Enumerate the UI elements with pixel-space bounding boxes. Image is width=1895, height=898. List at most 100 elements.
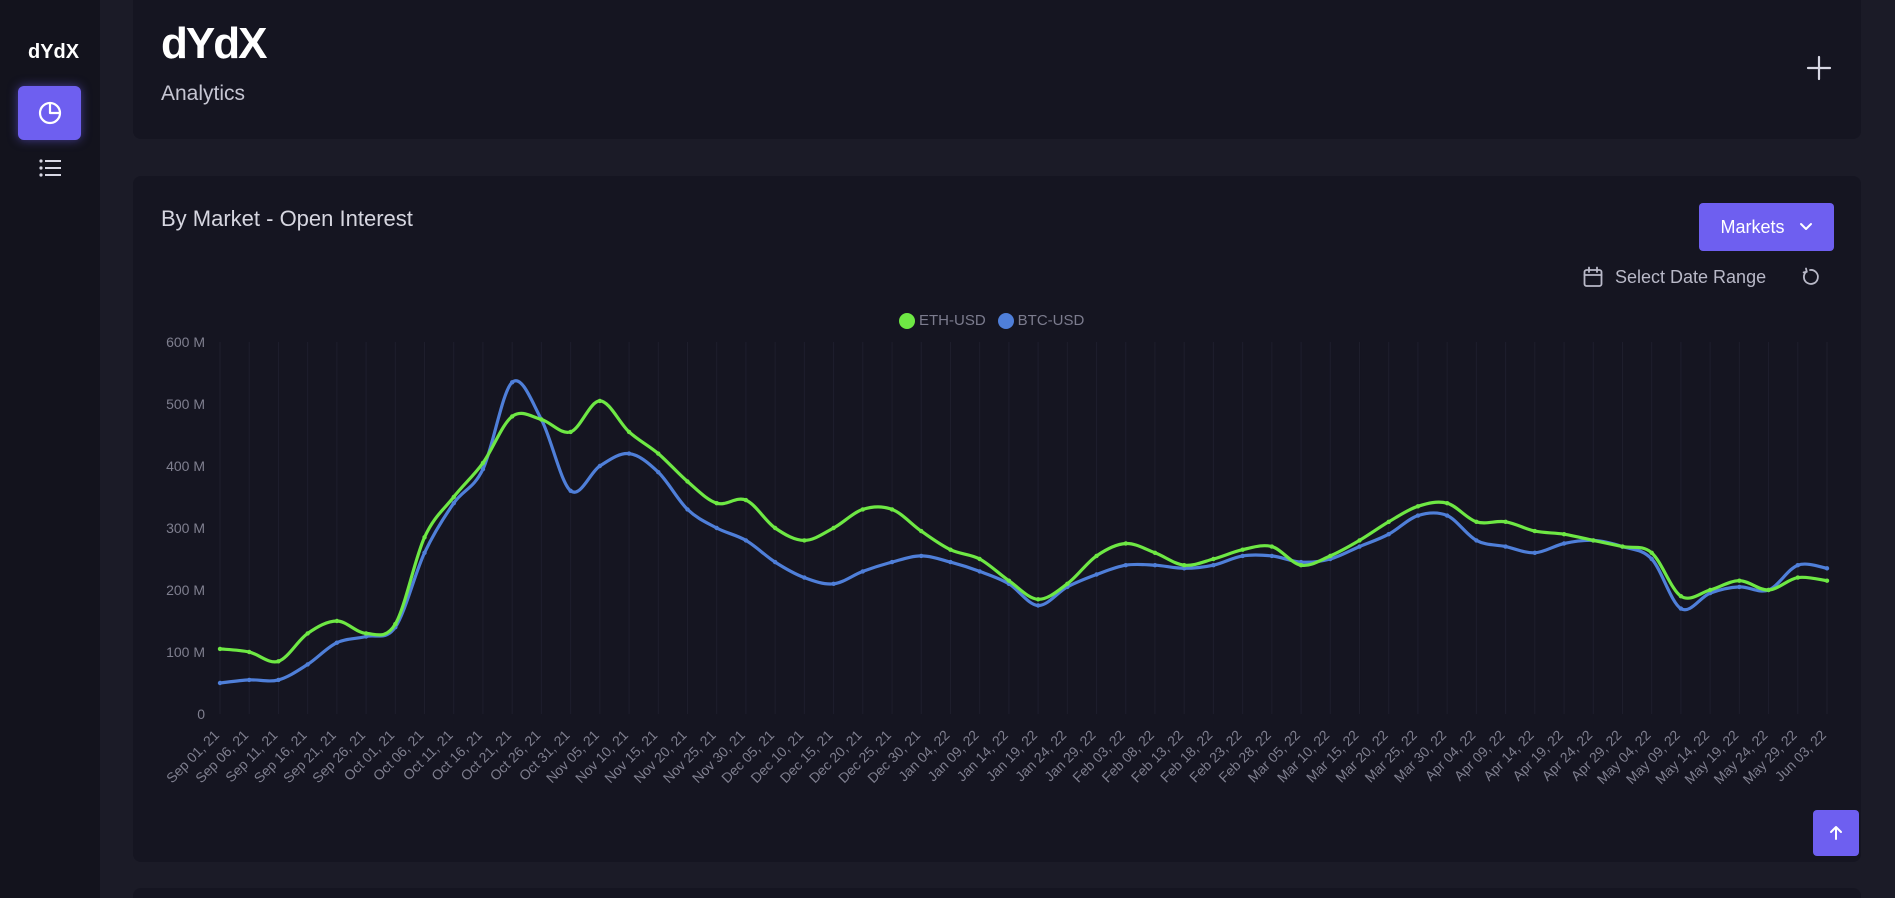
data-point (1766, 587, 1771, 593)
data-point (1182, 566, 1187, 571)
page-subtitle: Analytics (161, 82, 246, 105)
data-point (948, 547, 953, 552)
data-point (743, 497, 749, 503)
series-line-eth-usd (218, 399, 1829, 664)
data-point (743, 538, 749, 543)
data-point (1240, 553, 1245, 559)
data-point (1035, 597, 1041, 602)
series-line-btc-usd (218, 379, 1829, 685)
data-point (334, 640, 340, 645)
data-point (363, 631, 369, 636)
data-point (919, 553, 924, 559)
dydx-logo[interactable]: dYdX (28, 40, 82, 62)
data-point (1415, 504, 1421, 509)
y-tick-label: 100 M (166, 644, 205, 660)
data-point (1795, 575, 1800, 580)
data-point (831, 525, 836, 531)
data-point (1678, 606, 1684, 611)
data-point (1678, 594, 1684, 599)
legend-marker-btc (997, 312, 1014, 329)
y-tick-label: 500 M (166, 396, 205, 412)
data-point (1328, 553, 1333, 559)
nav-list-button[interactable] (36, 155, 64, 181)
data-point (1298, 563, 1304, 568)
refresh-icon[interactable] (1800, 267, 1820, 287)
data-point (1211, 563, 1216, 568)
data-point (451, 494, 456, 500)
data-point (480, 460, 486, 466)
data-point (1795, 563, 1800, 568)
data-point (305, 631, 310, 636)
data-point (1532, 550, 1538, 555)
chart-title: By Market - Open Interest (161, 206, 413, 231)
data-point (1561, 541, 1567, 546)
data-point (977, 569, 982, 574)
data-point (217, 680, 223, 686)
arrow-up-icon (1830, 826, 1842, 840)
data-point (1561, 532, 1567, 537)
markets-dropdown-button[interactable]: Markets (1699, 203, 1834, 251)
data-point (860, 569, 865, 574)
data-point (1707, 587, 1713, 593)
data-point (509, 414, 515, 419)
dydx-main-logo: dYdX (161, 22, 269, 62)
data-point (1035, 603, 1041, 608)
data-point (1824, 566, 1830, 571)
data-point (422, 550, 427, 555)
nav-analytics-button[interactable] (18, 86, 81, 140)
data-point (860, 507, 865, 512)
data-point (889, 559, 895, 565)
data-point (1123, 541, 1128, 546)
legend-item-eth[interactable]: ETH-USD (899, 312, 986, 329)
header-card: dYdX Analytics (133, 0, 1861, 139)
plus-icon[interactable] (1805, 54, 1833, 82)
data-point (1123, 563, 1128, 568)
chart-card: 0 100 M 200 M 300 M 400 M 500 M 600 M Sep 01, 2… (133, 176, 1861, 862)
data-point (1152, 563, 1158, 568)
data-point (1503, 544, 1508, 549)
data-point (247, 677, 252, 683)
data-point (1182, 563, 1187, 568)
data-point (802, 538, 807, 543)
data-point (1824, 578, 1830, 583)
data-point (480, 466, 486, 472)
data-point (1591, 538, 1596, 543)
data-point (1474, 519, 1479, 524)
list-icon (39, 159, 61, 177)
data-point (919, 528, 924, 534)
data-point (1737, 578, 1742, 583)
data-point (1532, 528, 1538, 534)
legend-label-btc: BTC-USD (1017, 312, 1085, 329)
data-point (626, 451, 632, 456)
y-tick-label: 300 M (166, 520, 205, 536)
data-point (1211, 556, 1216, 562)
data-point (1152, 550, 1158, 555)
legend-item-btc[interactable]: BTC-USD (997, 312, 1085, 329)
data-point (685, 479, 690, 484)
data-point (1444, 513, 1450, 518)
data-point (656, 470, 661, 475)
data-point (1444, 501, 1450, 506)
data-point (597, 463, 603, 469)
date-range-label: Select Date Range (1615, 266, 1767, 287)
data-point (334, 618, 340, 624)
main-logo-text: dYdX (161, 22, 267, 62)
data-point (772, 559, 778, 565)
data-point (1620, 544, 1625, 549)
data-point (1737, 584, 1742, 590)
grid-lines (219, 342, 1828, 714)
y-tick-label: 600 M (166, 334, 205, 350)
data-point (247, 649, 252, 655)
data-point (977, 556, 982, 562)
date-range-picker[interactable]: Select Date Range (1583, 264, 1766, 290)
calendar-icon (1583, 266, 1603, 287)
chart-legend: ETH-USD BTC-USD (899, 312, 1084, 329)
data-point (509, 380, 515, 385)
data-point (217, 646, 223, 652)
sidebar: dYdX (0, 0, 100, 898)
data-point (597, 398, 603, 404)
data-point (1386, 519, 1391, 524)
data-point (1240, 547, 1245, 552)
data-point (1065, 581, 1070, 586)
scroll-to-top-button[interactable] (1813, 810, 1859, 856)
